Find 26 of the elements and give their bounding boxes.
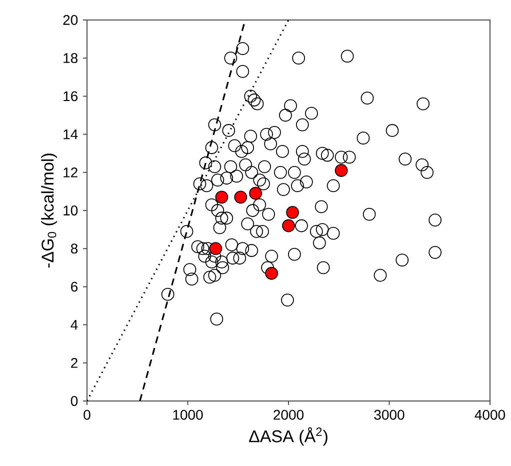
point bbox=[249, 186, 262, 200]
y-tick-label: 20 bbox=[63, 15, 78, 25]
point bbox=[286, 206, 299, 219]
y-tick-label: 2 bbox=[71, 358, 78, 368]
y-tick-label: 0 bbox=[70, 396, 78, 406]
x-tick-label: 4000 bbox=[474, 410, 506, 420]
y-tick-label: 6 bbox=[71, 282, 78, 292]
x-axis-title: ΔASA (Å$^{2}$) bbox=[249, 427, 328, 446]
point bbox=[209, 242, 222, 256]
y-tick-label: 4 bbox=[70, 320, 78, 330]
y-tick-label: 10 bbox=[64, 206, 78, 216]
point bbox=[215, 190, 228, 204]
point bbox=[265, 266, 278, 280]
x-tick-label: 2000 bbox=[274, 410, 304, 420]
y-tick-label: 8 bbox=[70, 244, 78, 254]
y-axis-title: -ΔG$_{0}$ (kcal/mol) bbox=[41, 154, 58, 268]
point bbox=[334, 164, 348, 177]
x-tick-label: 3000 bbox=[374, 410, 404, 420]
point bbox=[234, 190, 248, 204]
y-tick-label: 14 bbox=[64, 129, 78, 140]
y-tick-label: 12 bbox=[64, 168, 78, 178]
x-tick-label: 1000 bbox=[173, 410, 203, 420]
x-tick-label: 0 bbox=[84, 410, 90, 420]
point bbox=[282, 219, 295, 232]
y-tick-label: 18 bbox=[64, 53, 78, 64]
y-tick-label: 16 bbox=[64, 91, 78, 102]
